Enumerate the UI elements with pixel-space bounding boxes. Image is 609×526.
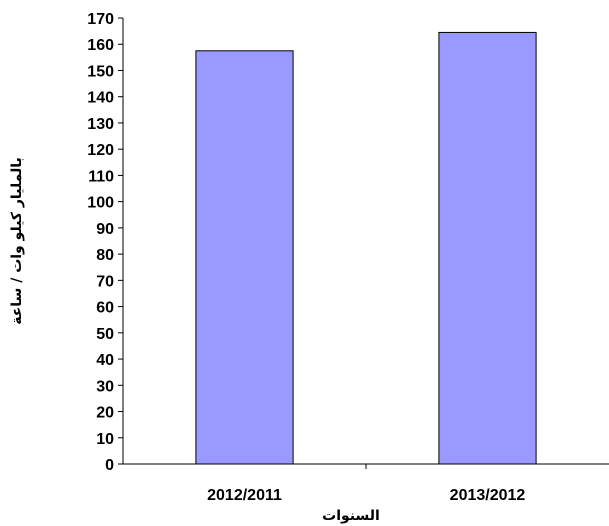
bar [195,50,294,465]
x-tick-label: 2013/2012 [450,487,526,504]
y-axis-title: بالمليار كيلو وات / ساعة [9,157,25,325]
y-tick-label: 50 [96,326,114,343]
y-tick-label: 30 [96,378,114,395]
x-axis-title: السنوات [322,508,380,524]
y-tick-label: 90 [96,221,114,238]
y-tick-label: 100 [87,195,114,212]
y-tick-label: 70 [96,273,114,290]
x-axis-ticks: 2012/2011 2013/2012 [207,464,525,504]
y-axis-ticks: 0 10 20 30 40 50 60 70 80 90 100 110 120 130 140 150 160… [87,11,123,474]
y-tick-label: 0 [105,457,114,474]
y-tick-label: 170 [87,11,114,28]
y-tick-label: 20 [96,405,114,422]
y-tick-label: 40 [96,352,114,369]
y-tick-label: 80 [96,247,114,264]
y-tick-label: 10 [96,431,114,448]
bar [438,31,537,465]
y-tick-label: 120 [87,142,114,159]
y-tick-label: 130 [87,116,114,133]
x-tick-label: 2012/2011 [207,487,282,504]
y-tick-label: 110 [88,168,114,185]
y-tick-label: 160 [87,37,114,54]
bars [195,31,537,465]
y-tick-label: 150 [87,63,114,80]
y-tick-label: 60 [96,300,114,317]
y-tick-label: 140 [87,90,114,107]
